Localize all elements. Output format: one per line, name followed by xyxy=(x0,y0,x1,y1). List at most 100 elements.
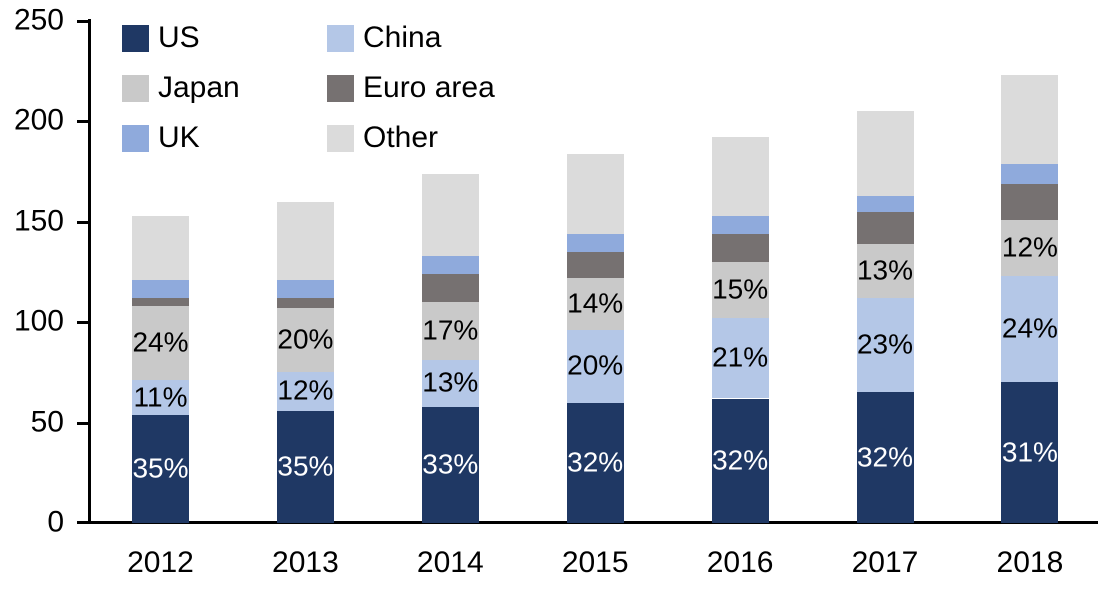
bar-segment-japan xyxy=(132,306,189,381)
bar-segment-china xyxy=(276,372,334,411)
bar-label-china: 24% xyxy=(1001,312,1058,344)
y-axis-tick-label: 50 xyxy=(30,404,64,438)
bar-label-us: 35% xyxy=(277,450,334,482)
legend-label-uk: UK xyxy=(158,121,200,154)
bar-segment-us xyxy=(132,414,189,523)
bar-segment-japan xyxy=(276,308,334,373)
bar-label-us: 32% xyxy=(567,446,624,478)
bar-label-japan: 15% xyxy=(712,273,769,305)
bar-segment-uk xyxy=(421,255,479,274)
legend-item-us: US xyxy=(122,21,327,55)
legend-swatch-japan xyxy=(122,74,149,102)
y-axis-tick-label: 250 xyxy=(13,3,64,37)
bar-segment-uk xyxy=(1001,163,1059,184)
bar-segment-us xyxy=(1001,382,1059,523)
bar-segment-japan xyxy=(856,243,914,299)
legend-item-euro-area: Euro area xyxy=(327,71,587,105)
bar-segment-other xyxy=(856,111,914,196)
bar-label-japan: 13% xyxy=(856,254,914,286)
bar-label-china: 12% xyxy=(277,374,334,406)
x-axis-label: 2014 xyxy=(416,546,484,579)
x-axis-label: 2018 xyxy=(996,546,1064,579)
y-axis-line xyxy=(88,19,91,524)
y-axis-tick xyxy=(77,421,89,425)
legend-label-china: China xyxy=(363,21,442,54)
legend: US China Japan Euro area UK Other xyxy=(122,13,587,163)
bar-segment-euro-area xyxy=(421,274,479,303)
bar-label-japan: 12% xyxy=(1001,231,1058,263)
bar-segment-other xyxy=(711,137,769,216)
x-axis-label: 2017 xyxy=(851,546,919,579)
bar-segment-us xyxy=(276,410,334,523)
legend-swatch-china xyxy=(327,24,354,52)
bar-segment-uk xyxy=(856,195,914,212)
bar-label-china: 21% xyxy=(712,341,769,373)
legend-label-us: US xyxy=(158,21,200,54)
y-axis-tick-label: 200 xyxy=(13,103,64,137)
bar-label-us: 35% xyxy=(132,452,189,484)
bar-segment-uk xyxy=(132,280,189,299)
bar-segment-other xyxy=(566,153,624,234)
bar-label-japan: 17% xyxy=(422,314,479,346)
legend-swatch-other xyxy=(327,124,354,152)
legend-item-other: Other xyxy=(327,121,587,155)
bar-label-us: 33% xyxy=(422,448,479,480)
bar-segment-us xyxy=(711,398,769,523)
y-axis-tick xyxy=(77,321,89,325)
bar-segment-euro-area xyxy=(856,211,914,244)
bar-segment-euro-area xyxy=(566,251,624,278)
bar-segment-japan xyxy=(566,278,624,331)
bar-segment-uk xyxy=(711,215,769,234)
y-axis-tick-label: 100 xyxy=(13,304,64,338)
bar-segment-other xyxy=(276,201,334,281)
legend-label-japan: Japan xyxy=(158,71,240,104)
bar-segment-us xyxy=(856,392,914,523)
x-axis-label: 2016 xyxy=(706,546,774,579)
x-axis-label: 2012 xyxy=(127,546,194,579)
bar-segment-other xyxy=(1001,75,1059,164)
legend-swatch-uk xyxy=(122,124,149,152)
legend-swatch-us xyxy=(122,24,149,52)
bar-segment-us xyxy=(566,402,624,523)
bar-segment-euro-area xyxy=(711,233,769,262)
bar-segment-china xyxy=(856,298,914,393)
legend-item-uk: UK xyxy=(122,121,327,155)
bar-segment-china xyxy=(421,360,479,407)
bar-segment-us xyxy=(421,406,479,523)
bar-label-japan: 20% xyxy=(277,323,334,355)
bar-segment-uk xyxy=(276,280,334,299)
legend-swatch-euro-area xyxy=(327,74,354,102)
bar-label-china: 23% xyxy=(856,328,914,360)
bar-segment-other xyxy=(132,215,189,281)
bar-segment-euro-area xyxy=(276,298,334,309)
y-axis-tick xyxy=(77,120,89,124)
bar-segment-japan xyxy=(711,261,769,319)
bar-segment-china xyxy=(1001,276,1059,383)
bar-segment-china xyxy=(566,330,624,403)
y-axis-tick xyxy=(77,20,89,23)
bar-label-us: 31% xyxy=(1001,436,1058,468)
bar-label-japan: 24% xyxy=(132,326,189,358)
y-axis-tick xyxy=(77,220,89,224)
bar-label-us: 32% xyxy=(712,444,769,476)
bar-label-china: 11% xyxy=(133,380,188,412)
bar-segment-japan xyxy=(421,302,479,361)
x-axis-label: 2013 xyxy=(272,546,339,579)
bar-label-japan: 14% xyxy=(567,287,624,319)
bar-segment-euro-area xyxy=(132,298,189,307)
bar-segment-china xyxy=(711,318,769,399)
bar-segment-other xyxy=(421,173,479,256)
bar-label-china: 20% xyxy=(567,349,624,381)
legend-label-euro-area: Euro area xyxy=(363,71,495,104)
bar-segment-euro-area xyxy=(1001,183,1059,220)
legend-label-other: Other xyxy=(363,121,439,154)
bar-label-us: 32% xyxy=(856,441,914,473)
bar-segment-uk xyxy=(566,233,624,252)
y-axis-tick-label: 150 xyxy=(13,204,64,238)
y-axis-tick-label: 0 xyxy=(47,505,64,539)
legend-item-china: China xyxy=(327,21,587,55)
bar-segment-china xyxy=(132,380,189,415)
x-axis-label: 2015 xyxy=(561,546,629,579)
